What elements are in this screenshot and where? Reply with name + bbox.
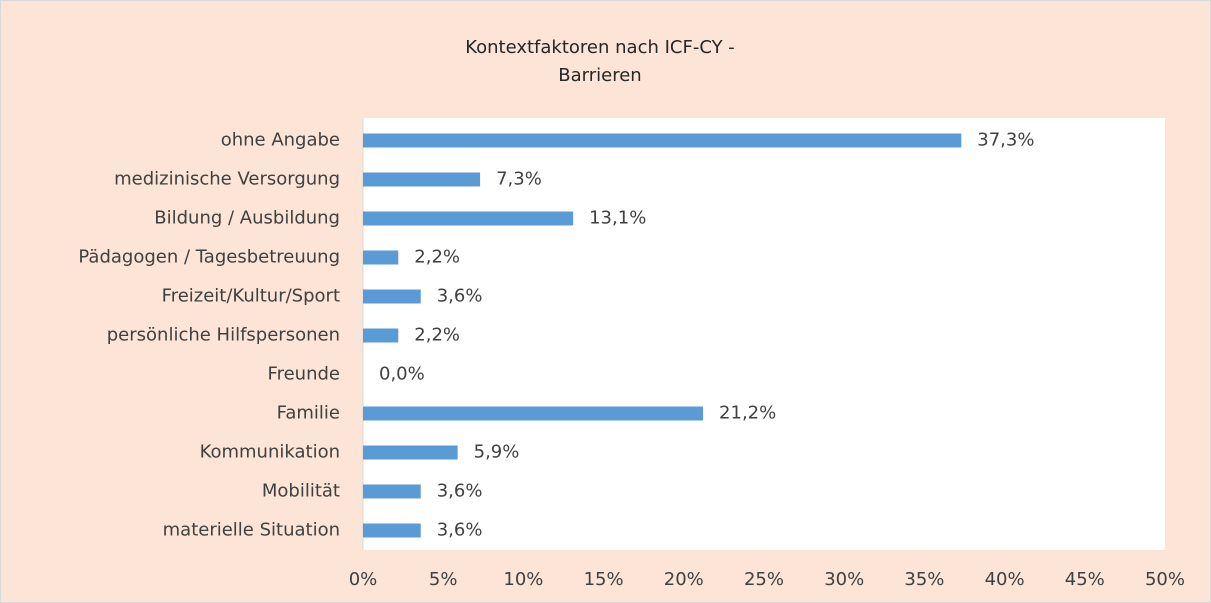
bar [363,211,574,226]
y-tick-label: Freunde [268,364,340,385]
data-label: 3,6% [437,520,483,541]
data-label: 0,0% [379,364,425,385]
chart-title: Kontextfaktoren nach ICF-CY - [465,37,735,58]
data-label: 21,2% [719,403,776,424]
data-label: 3,6% [437,481,483,502]
bar [363,289,421,304]
x-tick-label: 50% [1145,569,1185,590]
data-label: 2,2% [414,247,460,268]
x-tick-label: 15% [584,569,624,590]
data-label: 3,6% [437,286,483,307]
y-tick-label: Familie [277,403,340,424]
y-tick-label: materielle Situation [163,520,340,541]
bar [363,406,704,421]
bar [363,328,399,343]
bar [363,172,481,187]
x-tick-label: 10% [503,569,543,590]
y-tick-label: persönliche Hilfspersonen [107,325,340,346]
x-tick-label: 45% [1065,569,1105,590]
bar [363,250,399,265]
y-tick-label: Mobilität [262,481,340,502]
plot-area [363,118,1165,550]
y-tick-label: Pädagogen / Tagesbetreuung [78,247,340,268]
data-label: 13,1% [589,208,646,229]
bar [363,484,421,499]
y-tick-label: Bildung / Ausbildung [154,208,340,229]
data-label: 7,3% [496,169,542,190]
bar [363,445,458,460]
x-tick-label: 0% [349,569,378,590]
x-tick-label: 30% [824,569,864,590]
chart-title: Barrieren [558,65,641,86]
bar [363,133,962,148]
data-label: 2,2% [414,325,460,346]
x-tick-label: 5% [429,569,458,590]
x-tick-label: 40% [985,569,1025,590]
x-tick-label: 25% [744,569,784,590]
y-tick-label: Kommunikation [200,442,340,463]
y-tick-label: ohne Angabe [221,130,340,151]
x-tick-label: 35% [904,569,944,590]
data-label: 37,3% [977,130,1034,151]
x-tick-label: 20% [664,569,704,590]
bar [363,523,421,538]
y-tick-label: medizinische Versorgung [114,169,340,190]
data-label: 5,9% [474,442,520,463]
y-tick-label: Freizeit/Kultur/Sport [162,286,340,307]
